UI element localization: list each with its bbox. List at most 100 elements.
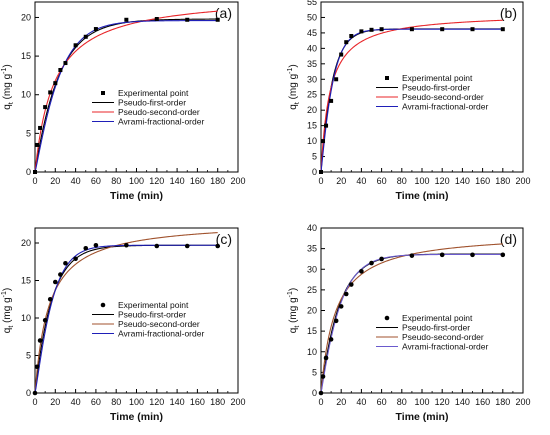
legend-label: Avrami-fractional-order xyxy=(118,329,204,339)
x-tick-label: 60 xyxy=(377,397,387,407)
y-tick-label: 10 xyxy=(307,136,317,146)
y-tick-label: 35 xyxy=(307,244,317,254)
data-point xyxy=(369,260,374,266)
y-tick-label: 20 xyxy=(307,306,317,316)
panel-label: (c) xyxy=(216,231,232,247)
y-tick-label: 20 xyxy=(21,238,31,248)
legend-label: Pseudo-first-order xyxy=(118,310,186,320)
x-axis-label: Time (min) xyxy=(396,190,449,202)
x-tick-label: 160 xyxy=(475,397,490,407)
x-tick-label: 0 xyxy=(318,397,323,407)
y-tick-label: 0 xyxy=(26,388,31,398)
data-point xyxy=(359,269,364,274)
data-point xyxy=(409,27,414,32)
x-tick-label: 100 xyxy=(129,397,144,407)
legend-label: Pseudo-second-order xyxy=(402,92,484,102)
data-point xyxy=(93,27,98,32)
data-point xyxy=(329,98,334,103)
data-point xyxy=(154,243,160,249)
x-tick-label: 60 xyxy=(377,176,387,186)
x-tick-label: 20 xyxy=(50,176,60,186)
data-point xyxy=(319,170,323,174)
data-point xyxy=(43,105,48,110)
x-tick-label: 140 xyxy=(170,176,185,186)
y-tick-label: 45 xyxy=(307,28,317,38)
legend-label: Pseudo-first-order xyxy=(118,98,186,108)
x-tick-label: 200 xyxy=(230,397,245,407)
data-point xyxy=(215,17,220,22)
panel-label: (d) xyxy=(500,231,517,247)
x-tick-label: 0 xyxy=(32,176,37,186)
y-tick-label: 10 xyxy=(307,347,317,357)
y-axis-label: qt (mg g-1) xyxy=(1,288,15,333)
x-tick-label: 200 xyxy=(515,397,530,407)
data-point xyxy=(34,364,40,370)
x-tick-label: 0 xyxy=(32,397,37,407)
chart-panel-2: 0 20 40 60 80 100 120 140 160 180 200 0 5 10 15 20 25 30 3… xyxy=(287,0,531,202)
x-tick-label: 180 xyxy=(210,176,225,186)
x-axis-label: Time (min) xyxy=(110,190,163,202)
data-point xyxy=(349,282,354,287)
data-point xyxy=(63,61,68,66)
legend-label: Avrami-fractional-order xyxy=(402,342,488,352)
data-point xyxy=(324,123,329,128)
data-point xyxy=(320,374,326,379)
x-tick-label: 20 xyxy=(336,397,346,407)
data-point xyxy=(124,17,129,22)
legend-marker xyxy=(100,302,106,308)
y-tick-label: 0 xyxy=(26,167,31,177)
data-point xyxy=(63,260,68,266)
data-point xyxy=(343,291,349,297)
data-point xyxy=(35,142,40,147)
legend-label: Experimental point xyxy=(118,300,189,310)
y-axis-label: qt (mg g-1) xyxy=(287,64,301,109)
x-tick-label: 40 xyxy=(71,397,81,407)
data-point xyxy=(73,43,78,48)
legend-label: Pseudo-second-order xyxy=(118,319,200,329)
data-point xyxy=(185,17,190,22)
x-tick-label: 160 xyxy=(190,397,205,407)
x-tick-label: 20 xyxy=(50,397,60,407)
data-point xyxy=(328,337,334,342)
data-point xyxy=(323,355,329,361)
data-point xyxy=(470,27,475,32)
data-point xyxy=(369,27,374,32)
x-tick-label: 180 xyxy=(495,176,510,186)
y-tick-label: 15 xyxy=(21,276,31,286)
y-tick-label: 55 xyxy=(307,0,317,7)
data-point xyxy=(47,296,53,302)
data-point xyxy=(93,242,99,248)
data-point xyxy=(440,27,445,32)
x-tick-label: 100 xyxy=(414,397,429,407)
y-tick-label: 20 xyxy=(307,105,317,115)
data-point xyxy=(359,29,364,34)
plot-frame xyxy=(34,1,239,173)
legend-label: Pseudo-first-order xyxy=(402,83,470,93)
x-axis-label: Time (min) xyxy=(110,411,163,423)
data-point xyxy=(439,252,445,258)
data-point xyxy=(409,253,415,258)
x-tick-label: 120 xyxy=(149,397,164,407)
y-tick-label: 15 xyxy=(307,326,317,336)
legend-marker xyxy=(101,91,105,95)
legend-label: Pseudo-first-order xyxy=(402,323,470,333)
data-point xyxy=(500,27,505,32)
panel-label: (a) xyxy=(215,5,232,21)
x-tick-label: 80 xyxy=(397,397,407,407)
chart-panel-1: 0 20 40 60 80 100 120 140 160 180 200 0 5 10 15 20 Time … xyxy=(1,1,246,202)
legend: Experimental pointPseudo-first-orderPseu… xyxy=(92,88,204,127)
data-point xyxy=(124,242,129,248)
x-tick-label: 160 xyxy=(190,176,205,186)
data-point xyxy=(338,304,344,309)
plot-frame xyxy=(320,227,524,394)
x-tick-label: 120 xyxy=(435,176,450,186)
data-point xyxy=(344,40,349,45)
y-tick-label: 0 xyxy=(312,388,317,398)
data-point xyxy=(379,27,384,32)
x-tick-label: 40 xyxy=(356,397,366,407)
x-tick-label: 140 xyxy=(455,176,470,186)
x-tick-label: 200 xyxy=(515,176,530,186)
data-point xyxy=(379,256,384,262)
